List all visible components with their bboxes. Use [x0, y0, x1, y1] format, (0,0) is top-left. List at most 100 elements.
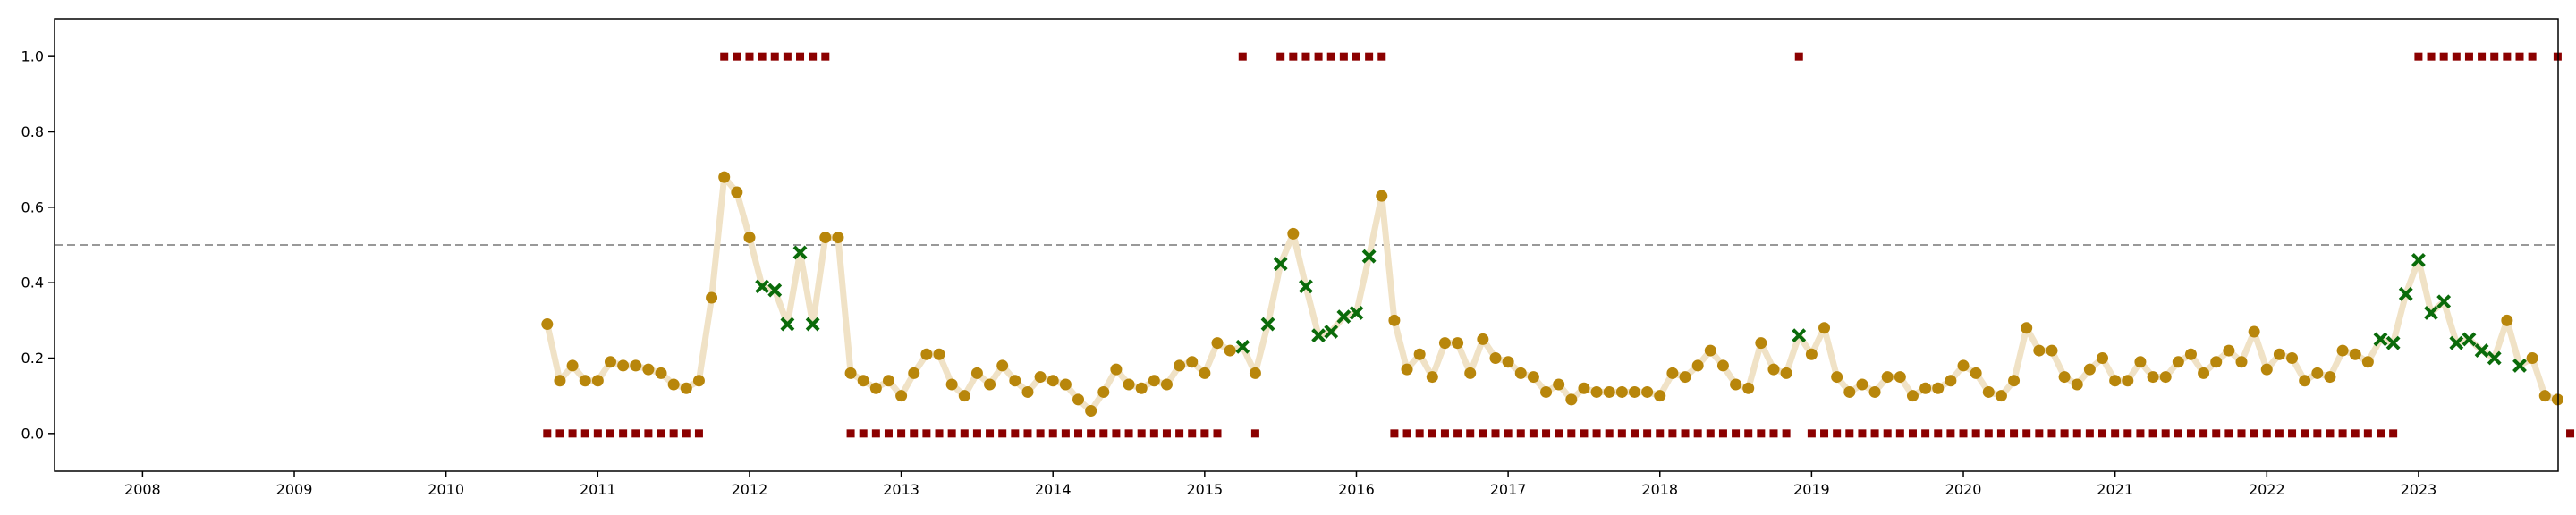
anomaly-layer — [755, 245, 2527, 373]
anomaly-marker — [1235, 339, 1250, 354]
data-point — [895, 390, 908, 402]
anomaly-stroke — [1273, 257, 1288, 271]
label-marker — [2072, 429, 2081, 438]
anomaly-stroke — [2424, 305, 2438, 320]
label-marker — [1149, 429, 1158, 438]
label-marker — [1402, 429, 1411, 438]
data-point — [2033, 344, 2046, 357]
label-marker — [2136, 429, 2145, 438]
anomaly-stroke — [1235, 339, 1250, 354]
label-marker — [2414, 52, 2423, 61]
label-marker — [1921, 429, 1930, 438]
label-marker — [1681, 429, 1690, 438]
label-marker — [1074, 429, 1083, 438]
data-point — [1199, 367, 1211, 379]
anomaly-marker — [1336, 309, 1352, 325]
data-point — [2235, 356, 2248, 368]
label-marker — [2313, 429, 2322, 438]
data-point — [1135, 382, 1148, 394]
label-marker — [1845, 429, 1854, 438]
x-tick-label: 2016 — [1338, 481, 1375, 498]
data-point — [2273, 348, 2285, 360]
label-marker — [720, 52, 729, 61]
label-marker — [555, 429, 564, 438]
label-marker — [619, 429, 628, 438]
label-marker — [1036, 429, 1045, 438]
y-tick-label: 0.2 — [21, 350, 44, 367]
data-point — [1160, 378, 1173, 391]
data-point — [1995, 390, 2007, 402]
label-marker — [2338, 429, 2347, 438]
label-marker — [1706, 429, 1715, 438]
data-point — [1628, 385, 1640, 398]
label-marker — [859, 429, 868, 438]
label-marker — [1061, 429, 1070, 438]
label-marker — [1718, 429, 1727, 438]
data-point — [1249, 367, 1261, 379]
data-point — [1186, 356, 1199, 368]
data-point — [1413, 348, 1426, 360]
label-marker — [2377, 429, 2385, 438]
label-marker — [1833, 429, 1842, 438]
anomaly-marker — [1324, 325, 1339, 339]
label-marker — [1757, 429, 1766, 438]
label-marker — [745, 52, 754, 61]
data-point — [1780, 367, 1792, 379]
anomaly-marker — [2385, 335, 2401, 350]
x-tick-label: 2009 — [276, 481, 313, 498]
label-marker — [1390, 429, 1399, 438]
data-point — [1009, 375, 1021, 387]
data-point — [692, 375, 705, 387]
label-marker — [2288, 429, 2297, 438]
label-marker — [910, 429, 919, 438]
data-point — [2361, 356, 2374, 368]
label-marker — [1301, 52, 1310, 61]
data-point — [1654, 390, 1666, 402]
label-marker — [1617, 429, 1626, 438]
data-point — [1452, 337, 1464, 350]
data-point — [2172, 356, 2184, 368]
label-marker — [2275, 429, 2284, 438]
anomaly-marker — [780, 317, 795, 332]
label-marker — [1276, 52, 1285, 61]
label-marker — [2490, 52, 2499, 61]
label-marker — [669, 429, 678, 438]
label-marker — [1807, 429, 1816, 438]
label-marker — [1200, 429, 1209, 438]
label-marker — [1769, 429, 1778, 438]
data-point — [1755, 337, 1767, 350]
anomaly-marker — [767, 283, 783, 298]
label-marker — [1744, 429, 1753, 438]
label-marker — [1479, 429, 1487, 438]
data-point — [2134, 356, 2147, 368]
label-marker — [1693, 429, 1702, 438]
label-marker — [960, 429, 969, 438]
data-point — [1982, 385, 1995, 398]
label-marker — [986, 429, 995, 438]
label-marker — [1326, 52, 1335, 61]
data-point — [566, 359, 579, 372]
label-marker — [1023, 429, 1032, 438]
data-point — [1034, 371, 1046, 384]
anomaly-stroke — [2398, 286, 2413, 301]
data-point — [857, 375, 869, 387]
data-point — [1730, 378, 1742, 391]
data-point — [1716, 359, 1729, 372]
anomaly-marker — [2398, 286, 2413, 301]
data-point — [1945, 375, 1957, 387]
anomaly-stroke — [2385, 335, 2401, 350]
label-marker — [2161, 429, 2170, 438]
anomaly-stroke — [767, 283, 783, 298]
data-point — [945, 378, 958, 391]
label-marker — [2478, 52, 2487, 61]
label-marker — [1820, 429, 1829, 438]
x-tick-label: 2019 — [1793, 481, 1830, 498]
data-point — [2349, 348, 2361, 360]
anomaly-stroke — [2462, 332, 2477, 347]
label-marker — [568, 429, 577, 438]
label-marker — [1238, 52, 1247, 61]
anomaly-marker — [2411, 252, 2426, 267]
label-marker — [2186, 429, 2195, 438]
plot-frame — [54, 18, 2559, 472]
data-point — [970, 367, 983, 379]
